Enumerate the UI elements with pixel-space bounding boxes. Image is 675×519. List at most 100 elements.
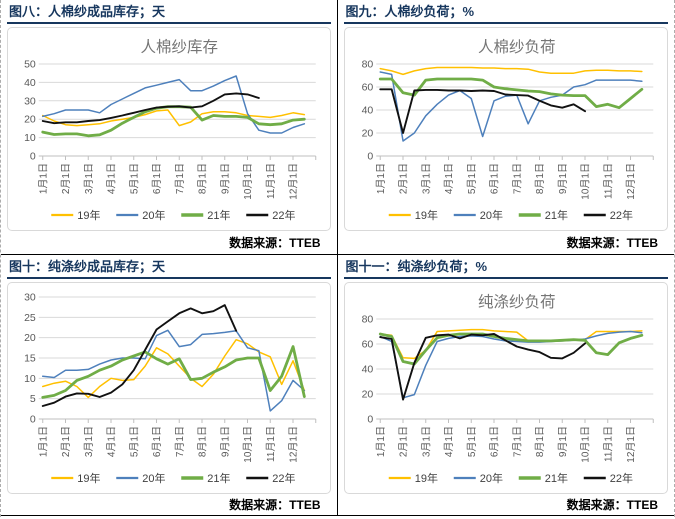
legend-item-19年[interactable]: 19年 (51, 471, 101, 485)
legend-item-22年[interactable]: 22年 (583, 471, 633, 485)
legend-label-20年: 20年 (479, 471, 502, 485)
x-tick-label: 1月1日 (374, 426, 386, 457)
series-line-19年 (42, 338, 306, 399)
legend-label-19年: 19年 (77, 208, 100, 222)
legend-label-19年: 19年 (414, 471, 437, 485)
x-tick-label: 4月1日 (106, 163, 118, 194)
x-tick-label: 4月1日 (106, 426, 118, 457)
fig11-chart[interactable]: 纯涤纱负荷 0 20 40 60 80 1月1日 2月1日 3月1日 4月1日 5月1日 6月1日 7月… (343, 282, 668, 494)
series-line-22年 (41, 92, 260, 125)
x-tick-label: 6月1日 (151, 163, 163, 194)
legend-label-20年: 20年 (479, 208, 502, 222)
x-tick-label: 1月1日 (37, 163, 49, 194)
x-tick-label: 5月1日 (128, 163, 140, 194)
fig9-chart[interactable]: 人棉纱负荷 0 20 40 60 80 1月1日 2月1日 3月1日 4月1日 5月1日 6月1日 7月… (343, 27, 668, 231)
legend-label-21年: 21年 (544, 208, 567, 222)
x-tick-label: 2月1日 (397, 426, 409, 457)
legend-item-20年[interactable]: 20年 (453, 208, 503, 222)
fig8-chart[interactable]: 人棉纱库存 0 10 20 30 40 50 1月1日 2月1日 3月1日 4月1日 5月1日 6月1日… (7, 27, 331, 231)
y-tick-label: 25 (24, 312, 36, 324)
x-tick-label: 10月1日 (579, 426, 591, 463)
x-tick-label: 1月1日 (37, 426, 49, 457)
x-tick-label: 3月1日 (83, 163, 95, 194)
fig8-title: 人棉纱库存 (140, 38, 218, 56)
x-tick-label: 10月1日 (579, 163, 591, 200)
x-tick-label: 3月1日 (420, 426, 432, 457)
fig11-title: 纯涤纱负荷 (477, 293, 555, 311)
fig10-line-chart: 0 5 10 15 20 25 30 1月1日 2月1日 3月1日 4月1日 5月1日 6月1日 7月1日… (24, 292, 317, 485)
x-tick-label: 6月1日 (488, 163, 500, 194)
x-tick-label: 5月1日 (465, 426, 477, 457)
panel-fig11-header: 图十一：纯涤纱负荷；% (343, 258, 668, 279)
y-tick-label: 20 (24, 114, 36, 126)
legend-item-20年[interactable]: 20年 (453, 471, 503, 485)
x-tick-label: 9月1日 (219, 163, 231, 194)
x-tick-label: 2月1日 (60, 163, 72, 194)
series-line-21年 (41, 345, 306, 399)
x-tick-label: 12月1日 (288, 163, 300, 200)
y-tick-label: 80 (361, 314, 373, 326)
series-line-22年 (378, 333, 586, 401)
legend-item-21年[interactable]: 21年 (181, 471, 231, 485)
legend-item-21年[interactable]: 21年 (518, 471, 568, 485)
x-tick-label: 12月1日 (625, 163, 637, 200)
legend-label-20年: 20年 (142, 471, 165, 485)
x-tick-label: 4月1日 (443, 426, 455, 457)
y-tick-label: 80 (361, 59, 373, 71)
legend-item-19年[interactable]: 19年 (388, 471, 438, 485)
legend-item-21年[interactable]: 21年 (518, 208, 568, 222)
legend-label-22年: 22年 (609, 471, 632, 485)
x-tick-label: 3月1日 (420, 163, 432, 194)
legend-label-22年: 22年 (609, 208, 632, 222)
x-tick-label: 9月1日 (556, 163, 568, 194)
series-line-19年 (42, 109, 306, 127)
y-tick-label: 5 (30, 393, 36, 405)
legend-item-20年[interactable]: 20年 (116, 471, 166, 485)
legend-item-22年[interactable]: 22年 (246, 471, 296, 485)
x-tick-label: 7月1日 (174, 426, 186, 457)
legend-item-21年[interactable]: 21年 (181, 208, 231, 222)
legend-label-21年: 21年 (544, 471, 567, 485)
x-tick-label: 3月1日 (83, 426, 95, 457)
x-tick-label: 10月1日 (242, 163, 254, 200)
legend-label-22年: 22年 (272, 208, 295, 222)
y-tick-label: 15 (24, 353, 36, 365)
panel-fig9-header: 图九：人棉纱负荷；% (343, 3, 668, 24)
fig10-chart[interactable]: 0 5 10 15 20 25 30 1月1日 2月1日 3月1日 4月1日 5月1日 6月1日 7月1日… (7, 282, 331, 494)
y-tick-label: 40 (361, 364, 373, 376)
fig9-line-chart: 人棉纱负荷 0 20 40 60 80 1月1日 2月1日 3月1日 4月1日 5月1日 6月1日 7月… (361, 38, 654, 222)
x-tick-label: 8月1日 (534, 163, 546, 194)
legend-item-19年[interactable]: 19年 (388, 208, 438, 222)
legend-item-20年[interactable]: 20年 (116, 208, 166, 222)
legend-item-19年[interactable]: 19年 (51, 208, 101, 222)
x-tick-label: 11月1日 (602, 163, 614, 199)
legend-item-22年[interactable]: 22年 (583, 208, 633, 222)
panel-fig11: 图十一：纯涤纱负荷；% 纯涤纱负荷 0 20 40 60 80 1月1日 2月1日 3月1日 4月… (337, 255, 674, 516)
y-tick-label: 40 (24, 77, 36, 89)
panel-fig8-header: 图八：人棉纱成品库存；天 (7, 3, 331, 24)
fig9-title: 人棉纱负荷 (477, 38, 555, 56)
y-tick-label: 10 (24, 373, 36, 385)
y-tick-label: 50 (24, 59, 36, 71)
y-tick-label: 10 (24, 132, 36, 144)
series-line-19年 (379, 66, 643, 76)
x-tick-label: 12月1日 (288, 426, 300, 463)
fig9-source: 数据来源：TTEB (566, 236, 658, 250)
panel-fig8: 图八：人棉纱成品库存；天 人棉纱库存 0 10 20 30 40 50 1月1日 2月1日 3月1… (1, 0, 338, 255)
legend-label-19年: 19年 (414, 208, 437, 222)
legend-label-21年: 21年 (207, 208, 230, 222)
x-tick-label: 7月1日 (511, 426, 523, 457)
x-tick-label: 10月1日 (242, 426, 254, 463)
legend-item-22年[interactable]: 22年 (246, 208, 296, 222)
legend-label-21年: 21年 (207, 471, 230, 485)
y-tick-label: 30 (24, 292, 36, 304)
y-tick-label: 40 (361, 105, 373, 117)
fig11-line-chart: 纯涤纱负荷 0 20 40 60 80 1月1日 2月1日 3月1日 4月1日 5月1日 6月1日 7月… (361, 293, 654, 485)
y-tick-label: 0 (367, 151, 373, 163)
x-tick-label: 8月1日 (197, 163, 209, 194)
x-tick-label: 9月1日 (556, 426, 568, 457)
fig8-line-chart: 人棉纱库存 0 10 20 30 40 50 1月1日 2月1日 3月1日 4月1日 5月1日 6月1日… (24, 38, 317, 222)
x-tick-label: 11月1日 (602, 426, 614, 462)
fig11-source: 数据来源：TTEB (566, 498, 658, 512)
